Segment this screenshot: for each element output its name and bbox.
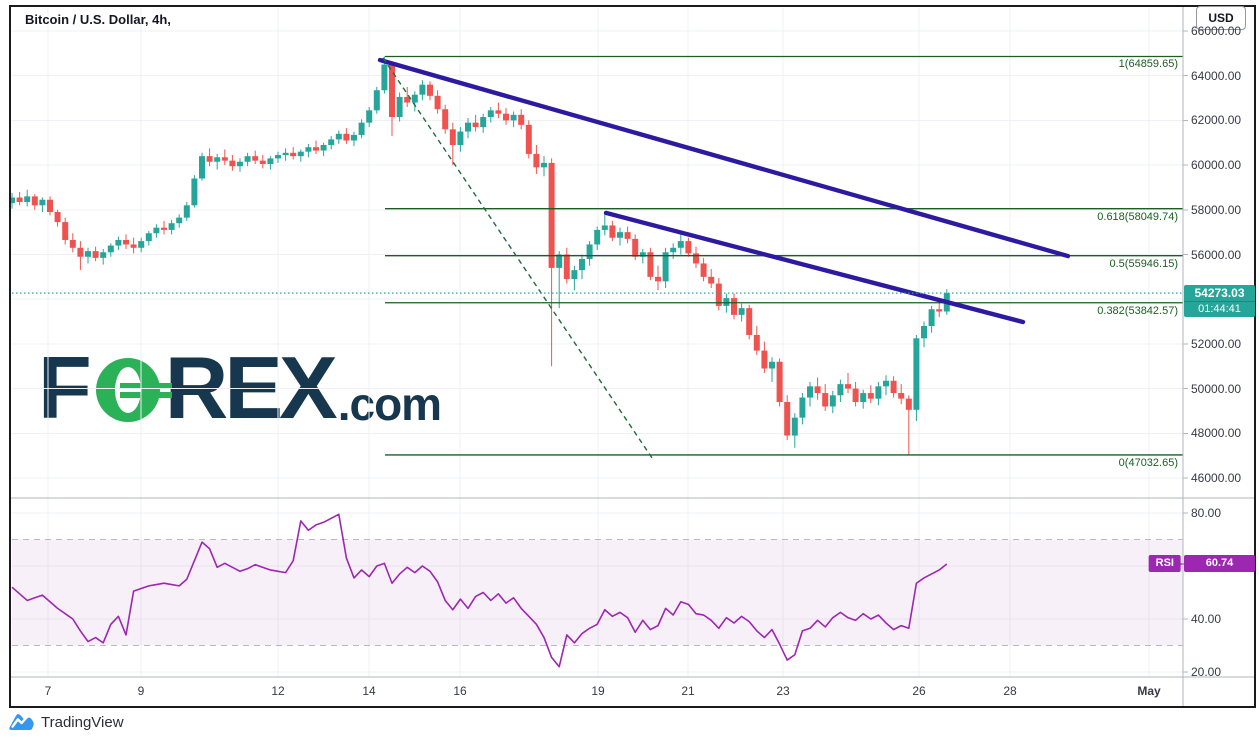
price-axis-label: 66000.00 — [1191, 24, 1242, 38]
watermark-letter-f: F — [38, 338, 92, 437]
time-axis-label: 16 — [453, 684, 467, 698]
rsi-axis-label: 20.00 — [1191, 665, 1222, 679]
tradingview-logo-icon — [9, 713, 34, 730]
price-axis-label: 64000.00 — [1191, 68, 1242, 83]
price-axis-label: 48000.00 — [1191, 426, 1242, 441]
gridlines — [12, 8, 1183, 677]
fib-level-label: 0(47032.65) — [1118, 456, 1178, 469]
forex-coin-icon — [95, 358, 172, 422]
rsi-axis-label: 40.00 — [1191, 612, 1222, 626]
price-axis-label: 60000.00 — [1191, 158, 1242, 173]
time-axis-label: 7 — [44, 684, 52, 698]
bar-countdown: 01:44:41 — [1184, 301, 1255, 317]
time-axis-label: 21 — [681, 684, 695, 698]
last-price-value: 54273.03 — [1194, 286, 1245, 301]
fib-level-label: 0.382(53842.57) — [1097, 304, 1178, 317]
price-axis-label: 46000.00 — [1191, 471, 1242, 485]
fib-level-label: 0.618(58049.74) — [1097, 210, 1178, 223]
rsi-indicator-badge[interactable]: RSI — [1148, 555, 1181, 573]
watermark-letters-rex: REX — [164, 338, 338, 437]
time-axis-label: 14 — [362, 684, 376, 698]
fib-level-label: 1(64859.65) — [1118, 58, 1178, 71]
time-axis-label: 9 — [137, 684, 145, 698]
fib-retracement — [385, 55, 1183, 456]
time-axis-label: 19 — [591, 684, 605, 698]
tradingview-brand-text: TradingView — [41, 713, 124, 731]
symbol-title[interactable]: Bitcoin / U.S. Dollar, 4h, — [25, 12, 171, 27]
rsi-value-badge: 60.74 — [1184, 555, 1255, 573]
rsi-band — [12, 539, 1183, 646]
currency-toggle-button[interactable]: USD — [1196, 6, 1246, 30]
price-axis-label: 56000.00 — [1191, 247, 1242, 262]
time-axis-label: 26 — [912, 684, 926, 698]
price-axis-label: 58000.00 — [1191, 202, 1242, 217]
time-axis-label: May — [1137, 684, 1161, 698]
chart-chrome — [9, 5, 1256, 708]
price-axis-label: 50000.00 — [1191, 381, 1242, 396]
time-axis-label: 23 — [776, 684, 790, 698]
rsi-axis-label: 80.00 — [1191, 506, 1222, 520]
time-axis-label: 28 — [1003, 684, 1017, 698]
price-axis-label: 62000.00 — [1191, 113, 1242, 128]
rsi-line — [11, 513, 948, 668]
trendlines — [377, 57, 1071, 325]
tradingview-attribution[interactable]: TradingView — [8, 712, 124, 732]
price-axis-label: 52000.00 — [1191, 336, 1242, 351]
dashed-trendline — [382, 57, 653, 459]
time-axis-label: 12 — [271, 684, 285, 698]
fib-level-label: 0.5(55946.15) — [1109, 257, 1179, 270]
last-price-badge: 54273.03 01:44:41 — [1184, 285, 1255, 318]
candles — [9, 56, 950, 455]
